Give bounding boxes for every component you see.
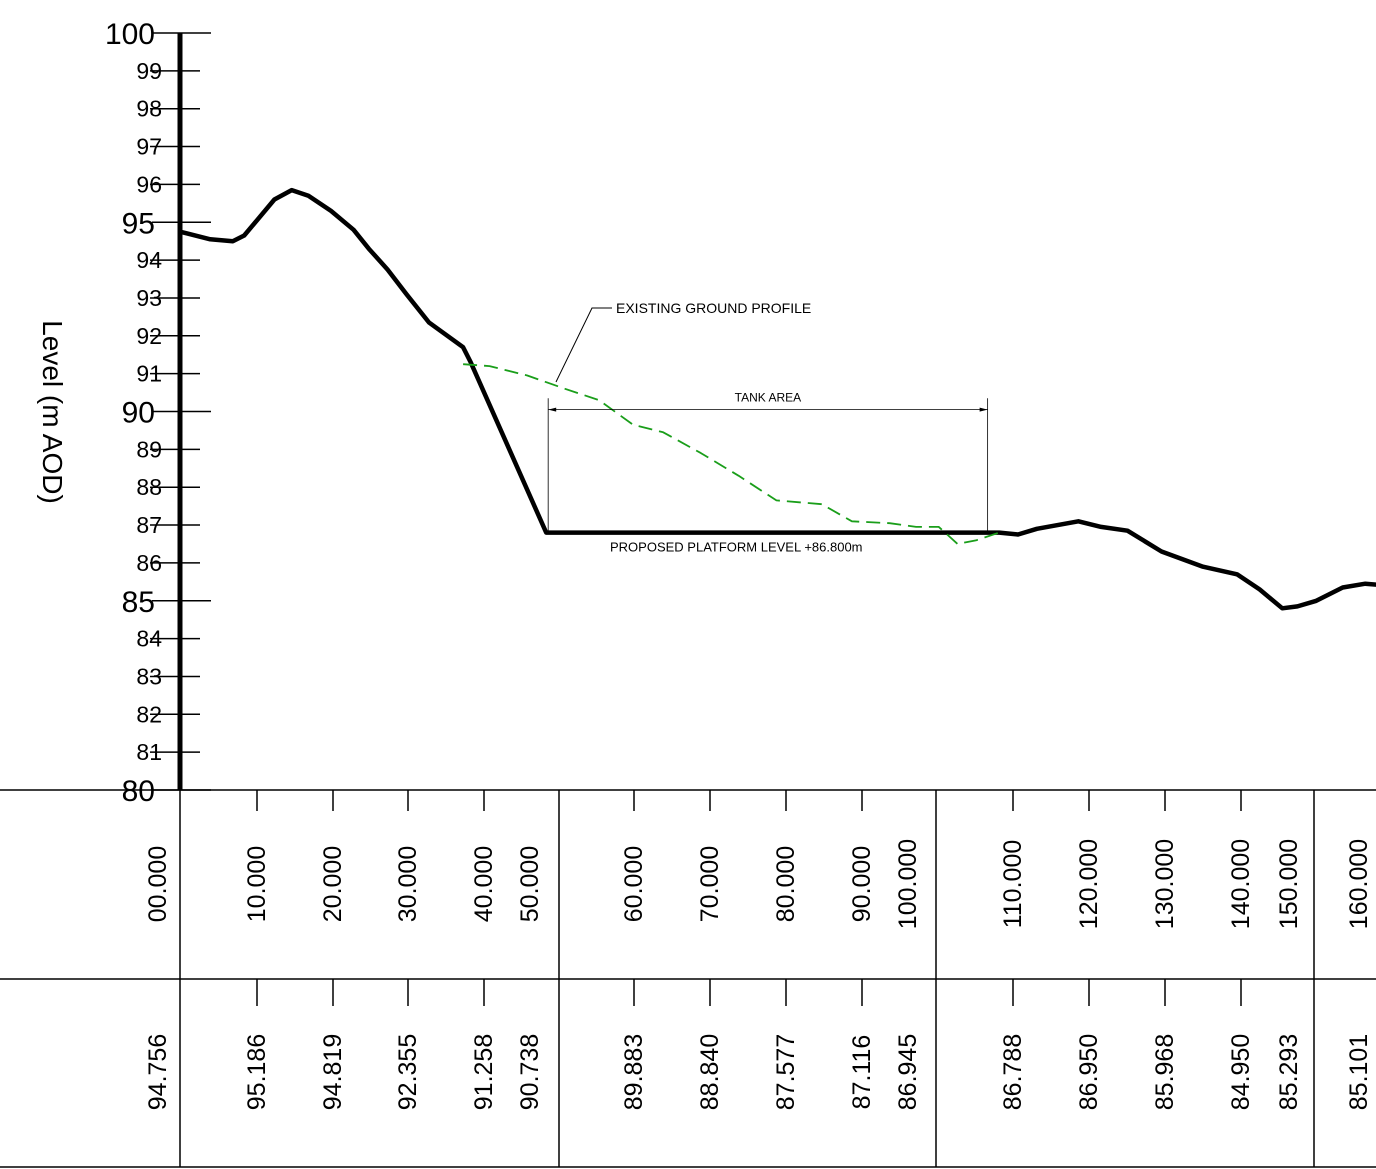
level-value: 87.577 bbox=[772, 1034, 800, 1110]
level-value: 85.101 bbox=[1345, 1034, 1373, 1110]
y-tick-label-96: 96 bbox=[136, 171, 162, 197]
y-axis: 80 81 82 83 84 85 86 87 88 89 90 91 92 93 94 95 96 97 98 99… bbox=[105, 18, 211, 808]
level-value: 88.840 bbox=[696, 1034, 724, 1110]
level-value: 92.355 bbox=[394, 1034, 422, 1110]
level-value: 91.258 bbox=[470, 1034, 498, 1110]
chainage-value: 130.000 bbox=[1151, 839, 1179, 929]
y-tick-label-95: 95 bbox=[122, 207, 155, 240]
chainage-value: 90.000 bbox=[848, 846, 876, 922]
existing-ground-label: EXISTING GROUND PROFILE bbox=[616, 300, 811, 316]
level-value: 89.883 bbox=[620, 1034, 648, 1110]
y-tick-label-89: 89 bbox=[136, 436, 162, 462]
chainage-value: 140.000 bbox=[1227, 839, 1255, 929]
chainage-value: 20.000 bbox=[319, 846, 347, 922]
y-tick-label-91: 91 bbox=[136, 361, 162, 387]
proposed-profile-line bbox=[179, 187, 1376, 611]
chainage-value: 80.000 bbox=[772, 846, 800, 922]
level-value: 86.788 bbox=[999, 1034, 1027, 1110]
chainage-value: 120.000 bbox=[1075, 839, 1103, 929]
y-tick-label-98: 98 bbox=[136, 96, 162, 122]
chainage-value: 70.000 bbox=[696, 846, 724, 922]
chainage-value: 150.000 bbox=[1275, 839, 1303, 929]
y-tick-label-93: 93 bbox=[136, 285, 162, 311]
profile-lines bbox=[179, 187, 1376, 611]
y-tick-label-81: 81 bbox=[136, 739, 162, 765]
tank-area-label: TANK AREA bbox=[735, 391, 801, 405]
level-value: 90.738 bbox=[516, 1034, 544, 1110]
chainage-value: 60.000 bbox=[620, 846, 648, 922]
y-tick-label-87: 87 bbox=[136, 512, 162, 538]
existing-ground-profile-line bbox=[463, 363, 1000, 545]
y-tick-label-83: 83 bbox=[136, 663, 162, 689]
tank-area-arrow-left bbox=[548, 407, 557, 412]
tank-area-arrow-right bbox=[979, 407, 988, 412]
table-frame bbox=[0, 789, 1376, 1168]
chainage-value: 160.000 bbox=[1345, 839, 1373, 929]
platform-level-label: PROPOSED PLATFORM LEVEL +86.800m bbox=[610, 540, 863, 555]
chainage-value: 110.000 bbox=[999, 840, 1027, 929]
level-value: 86.950 bbox=[1075, 1034, 1103, 1110]
y-tick-label-85: 85 bbox=[122, 586, 155, 619]
y-tick-label-80: 80 bbox=[122, 775, 155, 808]
chainage-level-table: 00.000 10.000 20.000 30.000 40.000 50.000 60.0… bbox=[144, 790, 1373, 1110]
y-tick-label-94: 94 bbox=[136, 247, 162, 273]
y-tick-label-88: 88 bbox=[136, 474, 162, 500]
level-value: 86.945 bbox=[894, 1034, 922, 1110]
y-tick-label-92: 92 bbox=[136, 323, 162, 349]
chainage-value: 30.000 bbox=[394, 846, 422, 922]
existing-ground-leader bbox=[555, 307, 612, 383]
y-tick-label-86: 86 bbox=[136, 550, 162, 576]
y-tick-label-99: 99 bbox=[136, 58, 162, 84]
level-value: 94.819 bbox=[319, 1034, 347, 1110]
y-tick-label-97: 97 bbox=[136, 134, 162, 160]
level-value: 94.756 bbox=[144, 1034, 172, 1110]
chainage-value: 10.000 bbox=[243, 846, 271, 922]
level-value: 85.968 bbox=[1151, 1034, 1179, 1110]
chainage-value: 40.000 bbox=[470, 846, 498, 922]
chainage-value: 100.000 bbox=[894, 839, 922, 929]
y-tick-label-82: 82 bbox=[136, 701, 162, 727]
annotations: TANK AREA PROPOSED PLATFORM LEVEL +86.800… bbox=[547, 300, 989, 555]
chainage-value: 00.000 bbox=[144, 846, 172, 922]
y-tick-label-90: 90 bbox=[122, 397, 155, 430]
level-value: 84.950 bbox=[1227, 1034, 1255, 1110]
chainage-value: 50.000 bbox=[516, 846, 544, 922]
level-value: 95.186 bbox=[243, 1034, 271, 1110]
y-tick-label-84: 84 bbox=[136, 626, 162, 652]
level-value: 85.293 bbox=[1275, 1034, 1303, 1110]
level-value: 87.116 bbox=[848, 1035, 876, 1110]
y-tick-label-100: 100 bbox=[105, 18, 155, 51]
y-axis-label: Level (m AOD) bbox=[37, 320, 68, 504]
